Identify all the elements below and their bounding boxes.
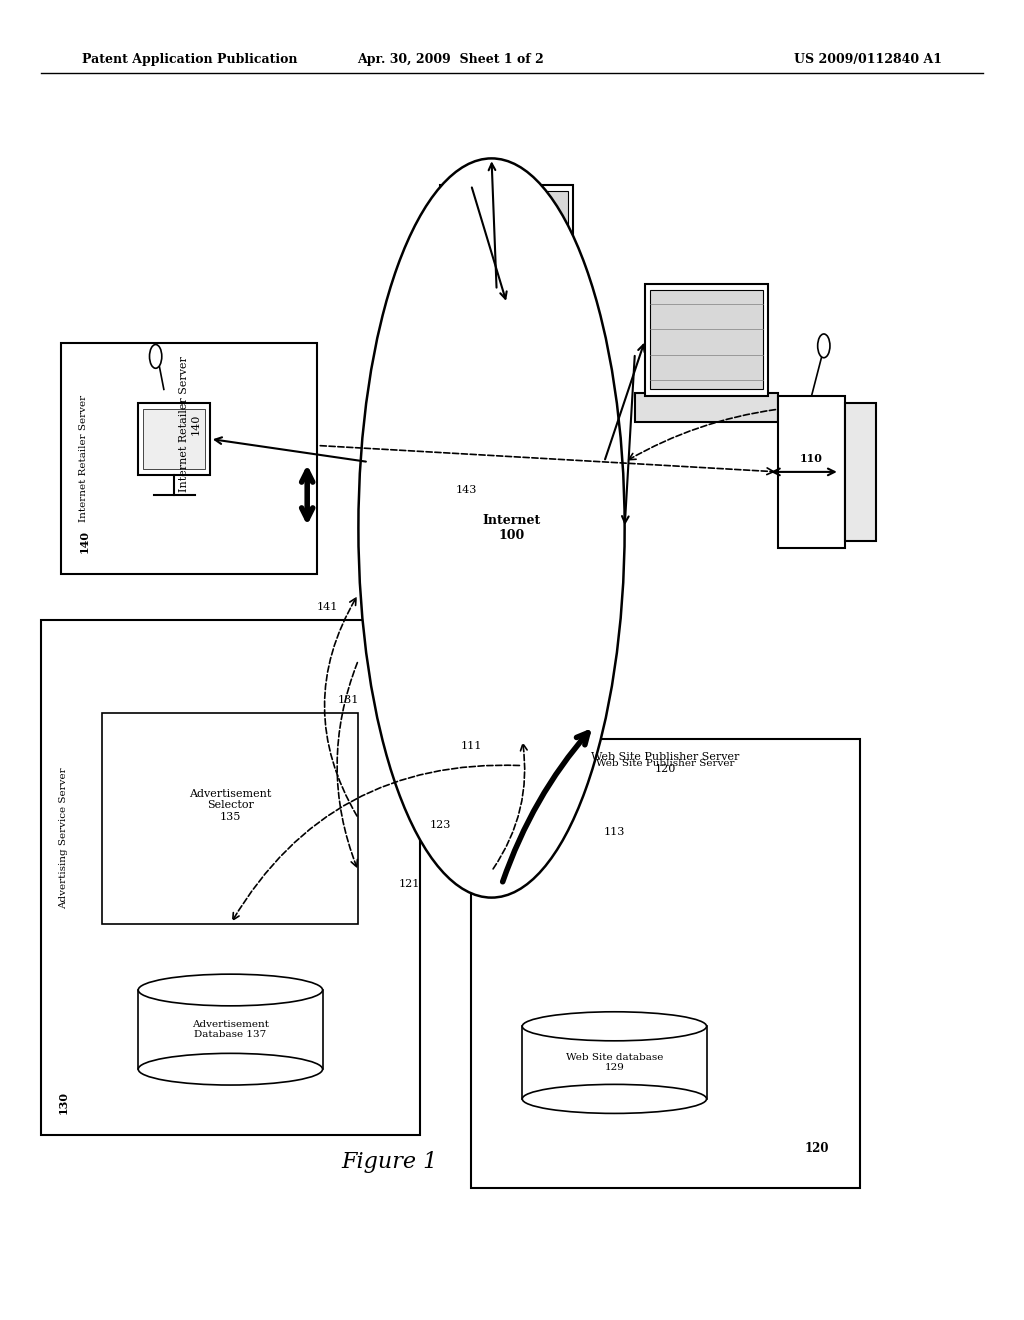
Text: 121: 121 xyxy=(399,879,420,890)
FancyBboxPatch shape xyxy=(41,620,420,1135)
FancyBboxPatch shape xyxy=(102,713,358,924)
Ellipse shape xyxy=(817,334,830,358)
Text: Advertising Service Server: Advertising Service Server xyxy=(59,767,68,909)
Text: 120: 120 xyxy=(805,1142,829,1155)
Ellipse shape xyxy=(138,1053,323,1085)
Ellipse shape xyxy=(358,158,625,898)
Text: Web Site Publisher Server: Web Site Publisher Server xyxy=(596,759,735,768)
Ellipse shape xyxy=(138,974,323,1006)
Text: 131: 131 xyxy=(338,694,358,705)
Text: Web Site database
129: Web Site database 129 xyxy=(565,1053,664,1072)
Ellipse shape xyxy=(522,1011,707,1040)
FancyBboxPatch shape xyxy=(440,185,573,304)
Text: US 2009/0112840 A1: US 2009/0112840 A1 xyxy=(794,53,942,66)
Text: 113: 113 xyxy=(604,826,625,837)
Text: 123: 123 xyxy=(430,820,451,830)
Text: Figure 1: Figure 1 xyxy=(341,1151,437,1172)
Text: Web Site Publisher Server
120: Web Site Publisher Server 120 xyxy=(592,752,739,774)
Text: 141: 141 xyxy=(317,602,338,612)
Text: 111: 111 xyxy=(461,741,481,751)
Bar xyxy=(138,990,323,1069)
Text: 110: 110 xyxy=(800,453,823,465)
Text: Advertisement
Database 137: Advertisement Database 137 xyxy=(191,1020,269,1039)
Text: 130: 130 xyxy=(58,1090,69,1114)
Ellipse shape xyxy=(522,1085,707,1114)
FancyBboxPatch shape xyxy=(645,284,768,396)
Text: 143: 143 xyxy=(456,484,476,495)
FancyBboxPatch shape xyxy=(430,301,584,330)
Text: Patent Application Publication: Patent Application Publication xyxy=(82,53,297,66)
FancyBboxPatch shape xyxy=(143,409,205,469)
FancyBboxPatch shape xyxy=(471,739,860,1188)
FancyBboxPatch shape xyxy=(650,290,763,389)
FancyBboxPatch shape xyxy=(635,393,778,422)
Ellipse shape xyxy=(150,345,162,368)
FancyBboxPatch shape xyxy=(61,343,317,574)
FancyBboxPatch shape xyxy=(778,396,845,548)
Bar xyxy=(522,1027,707,1098)
Text: Internet
100: Internet 100 xyxy=(483,513,541,543)
Text: Advertisement
Selector
135: Advertisement Selector 135 xyxy=(189,788,271,822)
FancyBboxPatch shape xyxy=(445,191,568,297)
Text: Apr. 30, 2009  Sheet 1 of 2: Apr. 30, 2009 Sheet 1 of 2 xyxy=(357,53,544,66)
FancyBboxPatch shape xyxy=(138,403,210,475)
Text: Internet Retailer Server: Internet Retailer Server xyxy=(80,395,88,523)
Text: Internet Retailer Server
140: Internet Retailer Server 140 xyxy=(178,356,201,492)
FancyBboxPatch shape xyxy=(845,403,876,541)
Text: 140: 140 xyxy=(79,529,89,553)
